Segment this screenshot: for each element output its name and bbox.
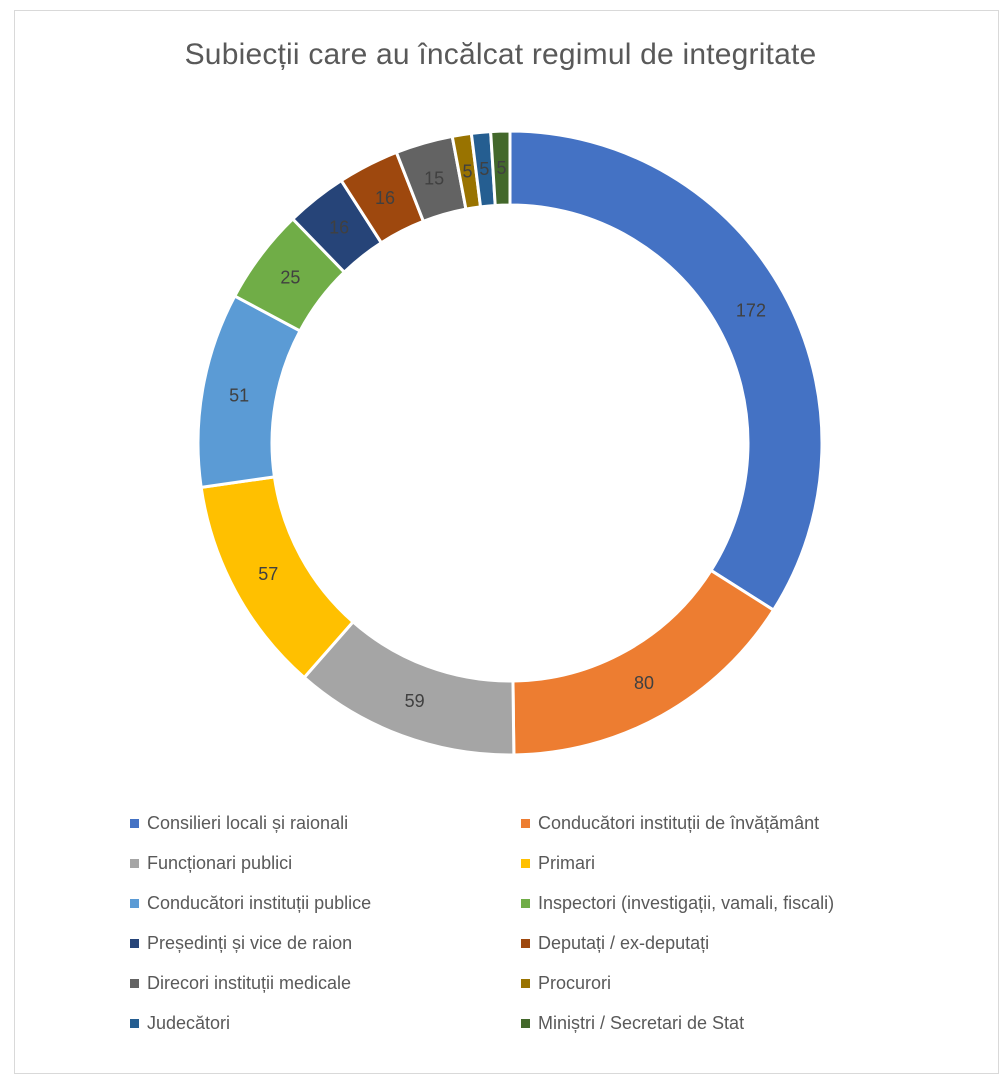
legend-label: Consilieri locali și raionali [147,812,349,833]
data-label-0: 172 [736,300,766,320]
legend-label: Procurori [538,972,612,993]
legend-label: Judecători [147,1012,231,1033]
data-label-10: 5 [479,159,489,179]
data-label-5: 25 [280,268,300,288]
legend-item: Direcori instituții medicale [130,970,521,996]
legend-swatch [130,898,139,908]
legend-item: Procurori [521,970,921,996]
legend-item: Deputați / ex-deputați [521,930,921,956]
data-label-6: 16 [329,218,349,238]
legend-swatch [521,1018,530,1028]
legend-label: Inspectori (investigații, vamali, fiscal… [538,892,835,913]
legend-label: Președinți și vice de raion [147,932,353,953]
legend-swatch [130,818,139,828]
donut-slices [196,129,824,757]
legend-item: Inspectori (investigații, vamali, fiscal… [521,890,921,916]
legend-item: Primari [521,850,921,876]
legend-swatch [130,858,139,868]
chart-title: Subiecții care au încălcat regimul de in… [184,38,817,71]
legend-label: Funcționari publici [147,852,293,873]
legend-label: Miniștri / Secretari de Stat [538,1012,745,1033]
legend-swatch [130,1018,139,1028]
data-label-11: 5 [496,158,506,178]
legend-item: Președinți și vice de raion [130,930,521,956]
legend-label: Deputați / ex-deputați [538,932,710,953]
donut-slice-0 [508,129,824,613]
data-label-8: 15 [424,169,444,189]
legend-swatch [521,938,530,948]
legend-item: Funcționari publici [130,850,521,876]
donut-slice-11 [489,129,512,208]
legend-item: Judecători [130,1010,521,1036]
data-label-4: 51 [229,385,249,405]
legend-swatch [130,938,139,948]
legend-item: Conducători instituții publice [130,890,521,916]
data-label-1: 80 [634,673,654,693]
legend: Consilieri locali și raionali Conducători… [130,810,930,1036]
data-label-3: 57 [258,564,278,584]
legend-label: Direcori instituții medicale [147,972,352,993]
legend-item: Consilieri locali și raionali [130,810,521,836]
legend-swatch [521,898,530,908]
legend-label: Primari [538,852,595,873]
legend-label: Conducători instituții publice [147,892,372,913]
legend-label: Conducători instituții de învățământ [538,812,820,833]
legend-swatch [130,978,139,988]
legend-swatch [521,818,530,828]
legend-swatch [521,858,530,868]
data-label-2: 59 [405,691,425,711]
legend-swatch [521,978,530,988]
legend-item: Miniștri / Secretari de Stat [521,1010,921,1036]
legend-item: Conducători instituții de învățământ [521,810,921,836]
donut-slice-1 [511,568,776,757]
data-label-7: 16 [375,188,395,208]
data-label-9: 5 [462,161,472,181]
